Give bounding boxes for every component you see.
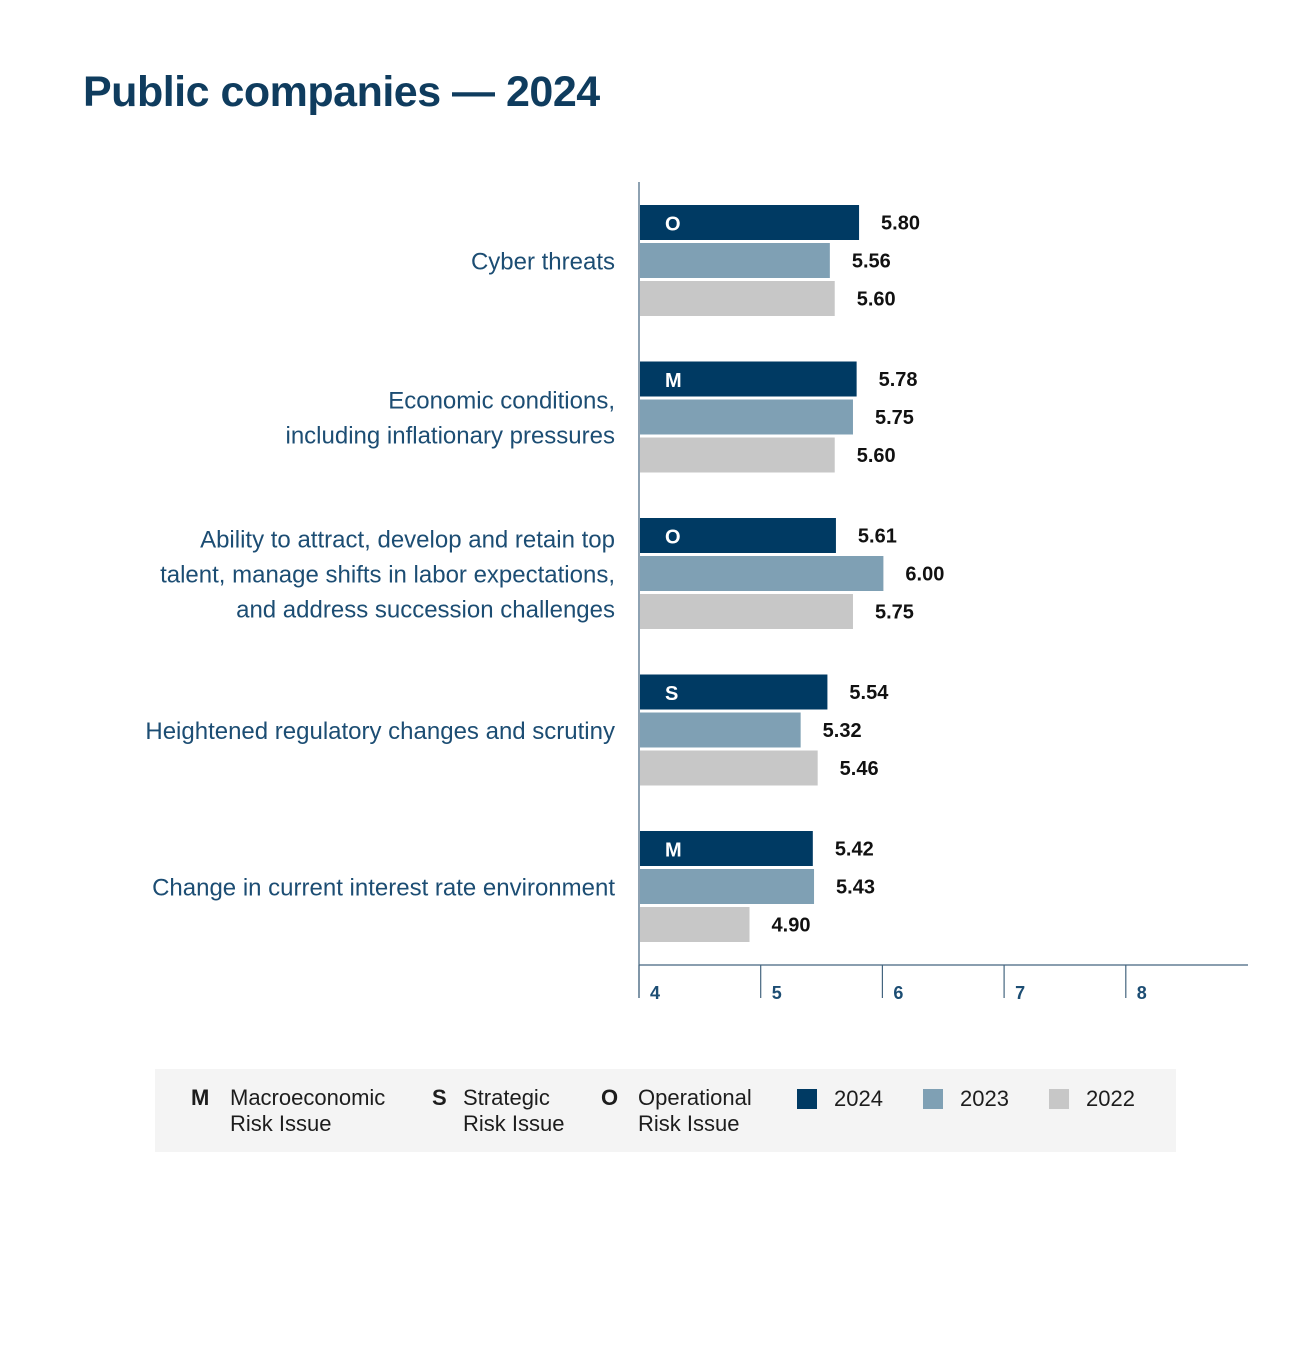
value-label: 5.80 (881, 213, 920, 235)
value-label: 6.00 (905, 564, 944, 586)
legend-swatch-2024 (797, 1089, 817, 1109)
value-label: 5.75 (875, 602, 914, 624)
x-tick-label: 4 (650, 983, 660, 1003)
bar-2024 (640, 518, 836, 553)
bar-2022 (640, 281, 835, 316)
legend-series-label: 2023 (960, 1086, 1009, 1111)
category-label: including inflationary pressures (285, 423, 615, 450)
bar-2023 (640, 556, 884, 591)
legend-type-text: Operational Risk Issue (638, 1085, 752, 1136)
value-label: 5.46 (840, 758, 879, 780)
bar-chart: 4 5 6 7 8 5.80 O 5.56 5.60 Cyber threats 5.78 M 5.75… (145, 182, 1248, 1003)
value-label: 5.60 (857, 445, 896, 467)
bar-2024 (640, 831, 813, 866)
bar-2024 (640, 674, 828, 710)
risk-type-label: M (665, 840, 682, 862)
bar-2022 (640, 750, 818, 786)
bar-2023 (640, 869, 815, 904)
bar-2023 (640, 712, 801, 748)
x-tick-label: 8 (1137, 983, 1147, 1003)
bar-2024 (640, 361, 857, 397)
x-tick-label: 5 (772, 983, 782, 1003)
legend-type-text: Macroeconomic Risk Issue (230, 1085, 386, 1136)
x-tick-label: 7 (1015, 983, 1025, 1003)
legend-type-code: S (432, 1085, 447, 1110)
value-label: 5.56 (852, 251, 891, 273)
risk-type-label: O (665, 214, 681, 236)
bar-2024 (640, 205, 860, 240)
legend-type-code: M (191, 1085, 210, 1110)
bar-2023 (640, 243, 830, 278)
category-label: Economic conditions, (388, 388, 615, 415)
category-label: and address succession challenges (236, 597, 615, 624)
bar-2022 (640, 437, 835, 473)
x-tick-label: 6 (893, 983, 903, 1003)
value-label: 5.32 (823, 720, 862, 742)
category-label: Change in current interest rate environm… (152, 875, 615, 902)
legend-swatch-2022 (1049, 1089, 1069, 1109)
legend-type-code: O (601, 1085, 619, 1110)
bar-2022 (640, 907, 750, 942)
category-label: Heightened regulatory changes and scruti… (145, 718, 615, 745)
value-label: 5.75 (875, 407, 914, 429)
bar-2023 (640, 399, 853, 435)
legend-series-label: 2022 (1086, 1086, 1135, 1111)
value-label: 4.90 (772, 915, 811, 937)
legend-swatch-2023 (923, 1089, 943, 1109)
risk-type-label: S (665, 683, 678, 705)
legend-series-label: 2024 (834, 1086, 883, 1111)
value-label: 5.54 (849, 682, 889, 704)
category-label: talent, manage shifts in labor expectati… (160, 562, 615, 589)
value-label: 5.78 (879, 369, 918, 391)
category-label: Ability to attract, develop and retain t… (200, 527, 615, 554)
category-label: Cyber threats (471, 249, 615, 276)
bar-2022 (640, 594, 853, 629)
value-label: 5.60 (857, 289, 896, 311)
chart-title: Public companies — 2024 (83, 68, 600, 116)
value-label: 5.61 (858, 526, 897, 548)
value-label: 5.43 (836, 877, 875, 899)
legend-type-text: Strategic Risk Issue (463, 1085, 565, 1136)
risk-type-label: O (665, 527, 681, 549)
risk-type-label: M (665, 370, 682, 392)
chart-legend: M Macroeconomic Risk Issue S Strategic Ris… (155, 1069, 1176, 1152)
value-label: 5.42 (835, 839, 874, 861)
